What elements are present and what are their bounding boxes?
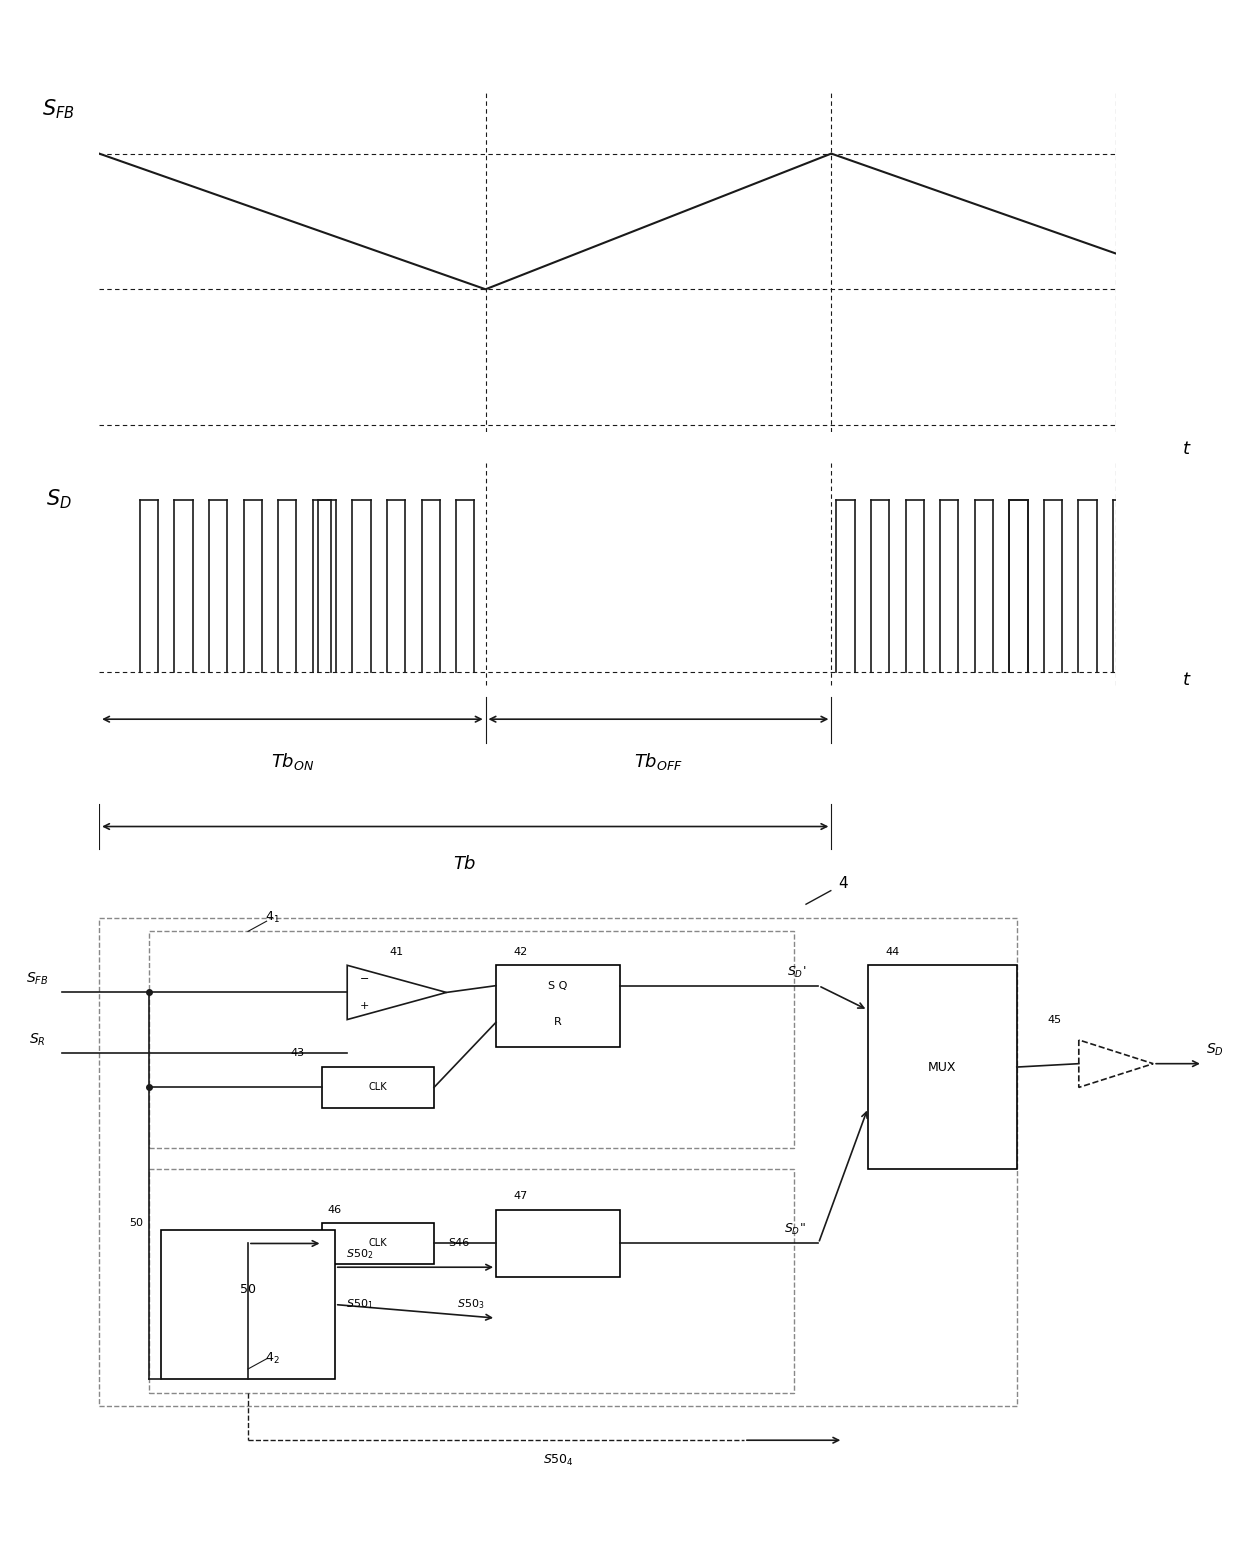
Text: $Tb_{ON}$: $Tb_{ON}$: [270, 751, 314, 773]
Text: $S_D$': $S_D$': [786, 965, 806, 979]
Bar: [496, 1209, 620, 1277]
Text: 4$_2$: 4$_2$: [265, 1351, 280, 1366]
Text: 42: 42: [513, 947, 528, 956]
Polygon shape: [1079, 1039, 1153, 1087]
Text: 4: 4: [838, 876, 848, 891]
Bar: [149, 931, 794, 1149]
Text: CLK: CLK: [368, 1238, 388, 1249]
Text: $S_D$: $S_D$: [1207, 1042, 1224, 1058]
Text: 43: 43: [290, 1049, 305, 1058]
Bar: [322, 1067, 434, 1107]
Bar: [149, 1169, 794, 1392]
Text: $S50_2$: $S50_2$: [346, 1247, 373, 1260]
Bar: [496, 965, 620, 1047]
Text: +: +: [360, 1001, 370, 1012]
Bar: [868, 965, 1017, 1169]
Bar: [99, 917, 1017, 1406]
Polygon shape: [347, 965, 446, 1019]
Text: 41: 41: [389, 947, 404, 956]
Text: $S_{FB}$: $S_{FB}$: [26, 970, 48, 987]
Text: $S_{D}$: $S_{D}$: [46, 487, 72, 512]
Text: $S50_3$: $S50_3$: [458, 1298, 485, 1311]
Text: $t$: $t$: [1183, 671, 1192, 689]
Text: S46: S46: [448, 1238, 470, 1249]
Text: 45: 45: [1047, 1015, 1061, 1024]
Text: 4$_1$: 4$_1$: [265, 910, 280, 925]
Text: CLK: CLK: [368, 1082, 388, 1092]
Text: MUX: MUX: [929, 1061, 956, 1073]
Bar: [322, 1223, 434, 1264]
Text: $S_D$": $S_D$": [785, 1223, 806, 1237]
Text: $S50_4$: $S50_4$: [543, 1453, 573, 1468]
Bar: [161, 1231, 335, 1379]
Text: 47: 47: [513, 1190, 528, 1201]
Text: 46: 46: [327, 1204, 342, 1215]
Text: 50: 50: [129, 1218, 144, 1227]
Text: $S50_1$: $S50_1$: [346, 1298, 373, 1311]
Text: R: R: [554, 1018, 562, 1027]
Text: $Tb$: $Tb$: [454, 854, 477, 873]
Text: S Q: S Q: [548, 981, 568, 990]
Text: $t$: $t$: [1183, 439, 1192, 458]
Text: 50: 50: [241, 1283, 255, 1297]
Text: −: −: [360, 975, 370, 984]
Text: $Tb_{OFF}$: $Tb_{OFF}$: [634, 751, 683, 773]
Text: $S_R$: $S_R$: [29, 1032, 46, 1049]
Text: $S_{FB}$: $S_{FB}$: [42, 97, 74, 122]
Text: 44: 44: [885, 947, 900, 956]
